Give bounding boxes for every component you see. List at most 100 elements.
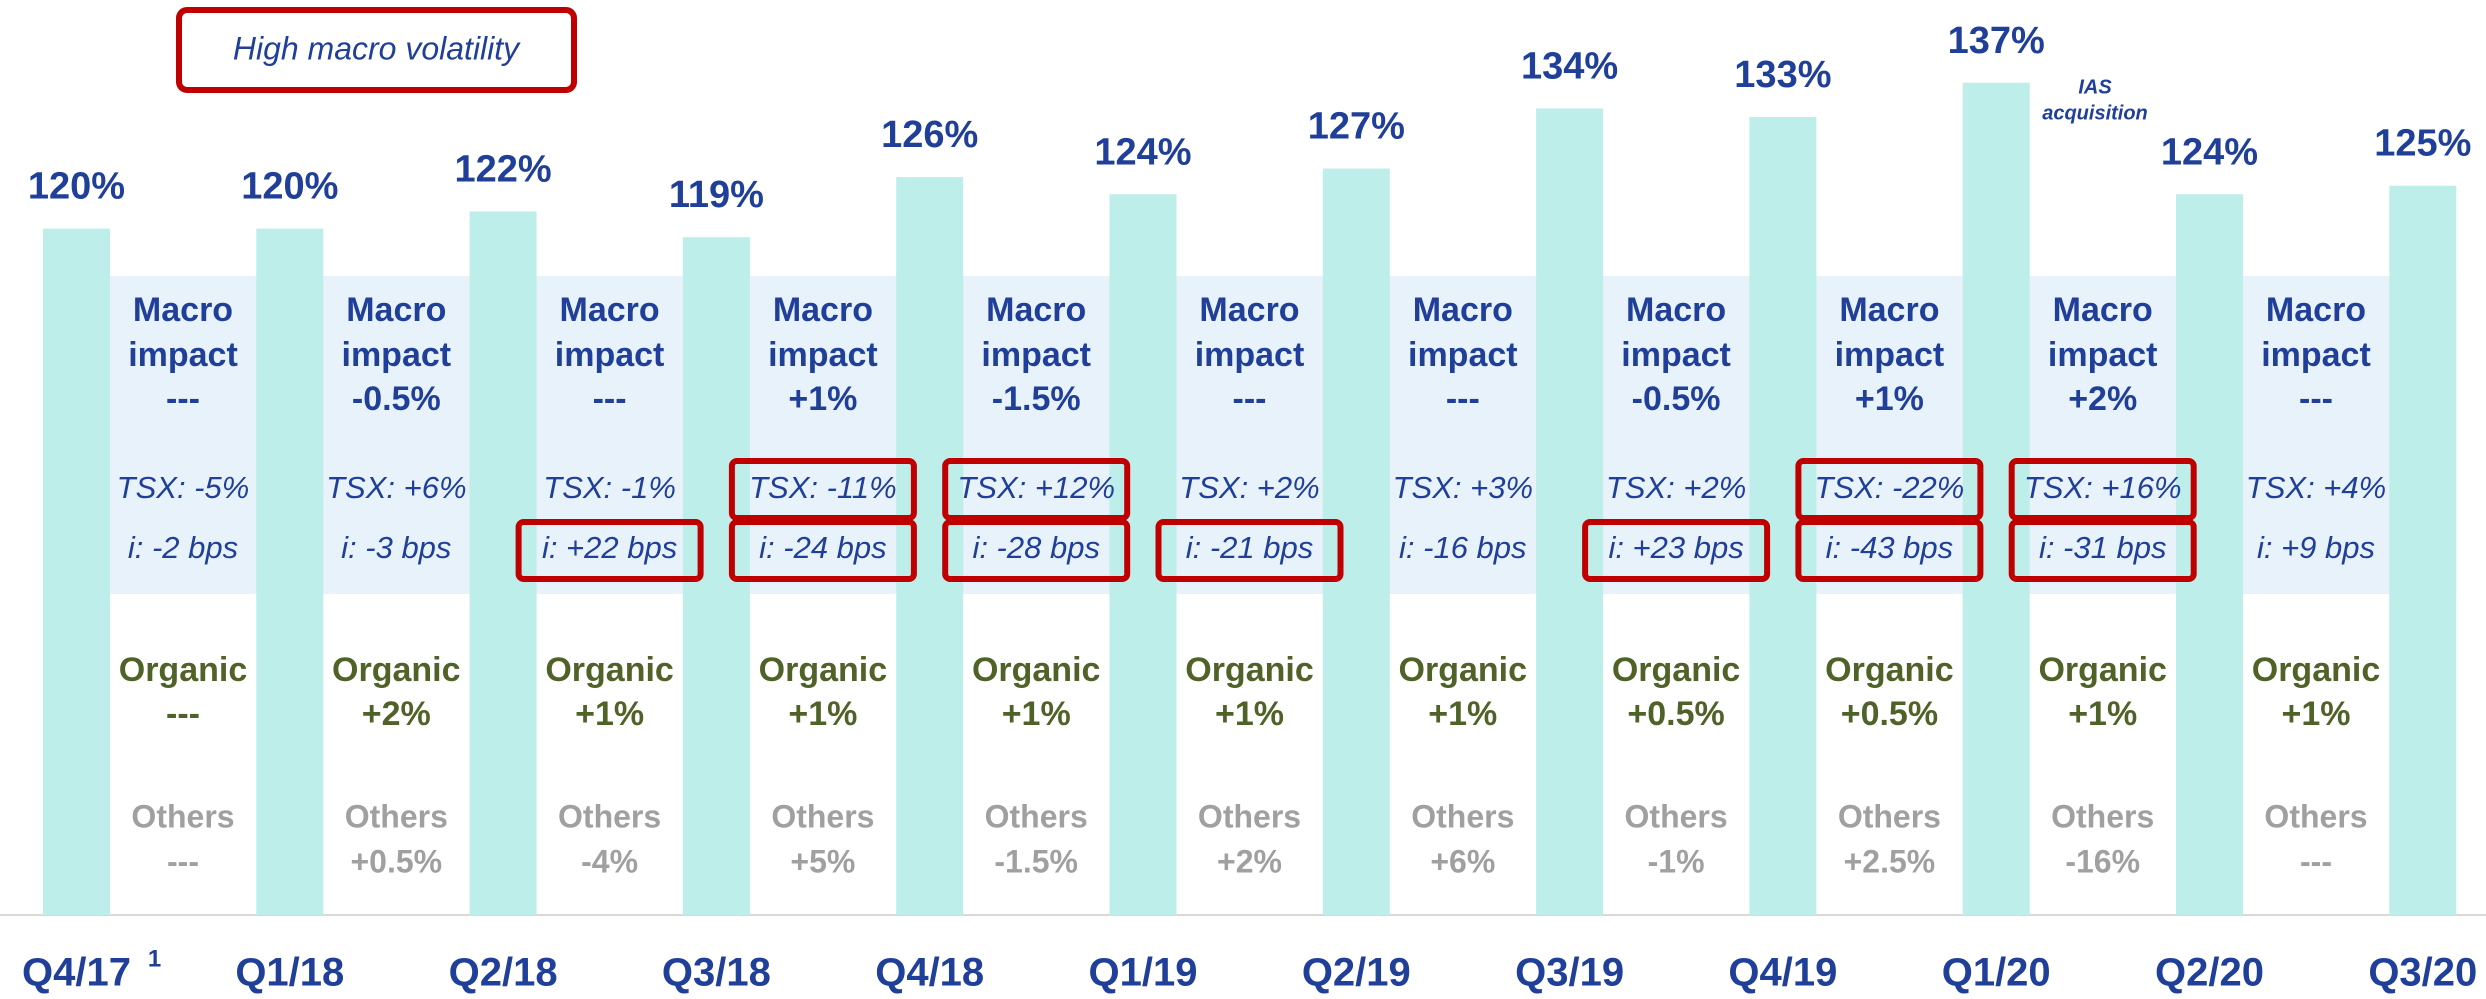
macro-label: impact <box>1835 336 1945 374</box>
bar <box>1962 82 2030 916</box>
bar <box>1536 108 1604 916</box>
organic-value: +1% <box>2068 695 2137 733</box>
macro-panel <box>43 276 2457 594</box>
rate-highlight <box>1582 519 1771 582</box>
x-tick-label: Q2/18 <box>449 951 558 995</box>
tsx-highlight <box>728 458 917 521</box>
value-label: 134% <box>1521 46 1618 88</box>
value-label: 119% <box>669 174 764 216</box>
others-label: Others <box>1198 798 1301 834</box>
value-label: 120% <box>28 166 125 208</box>
value-label: 120% <box>241 166 338 208</box>
value-label: 124% <box>2161 131 2258 173</box>
macro-label: impact <box>1621 336 1731 374</box>
macro-label: impact <box>128 336 238 374</box>
rate-change: i: +22 bps <box>542 530 677 565</box>
macro-value: +1% <box>788 380 857 418</box>
others-value: -1% <box>1648 843 1705 879</box>
rate-change: i: +23 bps <box>1608 530 1743 565</box>
macro-value: +2% <box>2068 380 2137 418</box>
others-label: Others <box>1625 798 1728 834</box>
macro-label: Macro <box>1839 291 1939 329</box>
macro-label: Macro <box>773 291 873 329</box>
others-value: --- <box>2300 843 2332 879</box>
rate-highlight <box>728 519 917 582</box>
macro-label: Macro <box>1199 291 1299 329</box>
value-label: 126% <box>881 114 978 156</box>
rate-change: i: +9 bps <box>2257 530 2375 565</box>
x-tick-label: Q3/18 <box>662 951 771 995</box>
macro-value: -0.5% <box>352 380 441 418</box>
macro-label: Macro <box>560 291 660 329</box>
others-value: +2.5% <box>1844 843 1936 879</box>
organic-value: +1% <box>1215 695 1284 733</box>
tsx-highlight <box>2008 458 2197 521</box>
others-label: Others <box>985 798 1088 834</box>
others-label: Others <box>2264 798 2367 834</box>
others-value: -16% <box>2065 843 2140 879</box>
macro-value: +1% <box>1855 380 1924 418</box>
others-value: -4% <box>581 843 638 879</box>
organic-value: +1% <box>575 695 644 733</box>
macro-label: Macro <box>1413 291 1513 329</box>
tsx-change: TSX: -22% <box>1814 470 1964 505</box>
others-label: Others <box>2051 798 2154 834</box>
value-label: 125% <box>2374 123 2471 165</box>
macro-value: -1.5% <box>992 380 1081 418</box>
organic-label: Organic <box>972 651 1100 689</box>
tsx-highlight <box>942 458 1131 521</box>
organic-value: +1% <box>788 695 857 733</box>
x-tick-label: Q3/19 <box>1515 951 1624 995</box>
value-label: 124% <box>1094 131 1191 173</box>
organic-label: Organic <box>545 651 673 689</box>
others-label: Others <box>131 798 234 834</box>
others-label: Others <box>1838 798 1941 834</box>
legend-label: High macro volatility <box>233 30 521 66</box>
others-value: +6% <box>1430 843 1495 879</box>
bar <box>2389 185 2457 915</box>
rate-change: i: -3 bps <box>341 530 451 565</box>
organic-value: +1% <box>1428 695 1497 733</box>
macro-label: Macro <box>1626 291 1726 329</box>
macro-label: Macro <box>986 291 1086 329</box>
x-tick-label: Q2/19 <box>1302 951 1411 995</box>
macro-value: --- <box>1233 380 1267 418</box>
bar <box>1322 168 1390 916</box>
others-value: +5% <box>790 843 855 879</box>
footnote-mark: 1 <box>148 945 161 972</box>
organic-label: Organic <box>2038 651 2166 689</box>
bar <box>469 211 537 915</box>
macro-label: Macro <box>346 291 446 329</box>
others-value: -1.5% <box>994 843 1078 879</box>
organic-label: Organic <box>1825 651 1953 689</box>
others-label: Others <box>771 798 874 834</box>
macro-value: --- <box>1446 380 1480 418</box>
organic-value: +2% <box>362 695 431 733</box>
others-value: +2% <box>1217 843 1282 879</box>
x-tick-label: Q4/19 <box>1728 951 1837 995</box>
macro-label: impact <box>342 336 452 374</box>
organic-value: +1% <box>1002 695 1071 733</box>
tsx-highlight <box>1795 458 1984 521</box>
rate-change: i: -43 bps <box>1826 530 1954 565</box>
macro-label: impact <box>555 336 665 374</box>
organic-value: +1% <box>2282 695 2351 733</box>
tsx-change: TSX: +4% <box>2246 470 2386 505</box>
rate-highlight <box>942 519 1131 582</box>
organic-value: +0.5% <box>1627 695 1724 733</box>
rate-change: i: -24 bps <box>759 530 887 565</box>
others-label: Others <box>558 798 661 834</box>
rate-highlight <box>2008 519 2197 582</box>
organic-label: Organic <box>759 651 887 689</box>
annotation: acquisition <box>2042 102 2148 124</box>
macro-label: impact <box>2261 336 2371 374</box>
rate-change: i: -28 bps <box>972 530 1100 565</box>
bar <box>256 228 324 916</box>
rate-highlight <box>515 519 704 582</box>
organic-label: Organic <box>119 651 247 689</box>
tsx-change: TSX: +2% <box>1179 470 1319 505</box>
bar <box>43 228 110 916</box>
annotation: IAS <box>2078 76 2112 98</box>
x-tick-label: Q1/19 <box>1089 951 1198 995</box>
others-label: Others <box>1411 798 1514 834</box>
